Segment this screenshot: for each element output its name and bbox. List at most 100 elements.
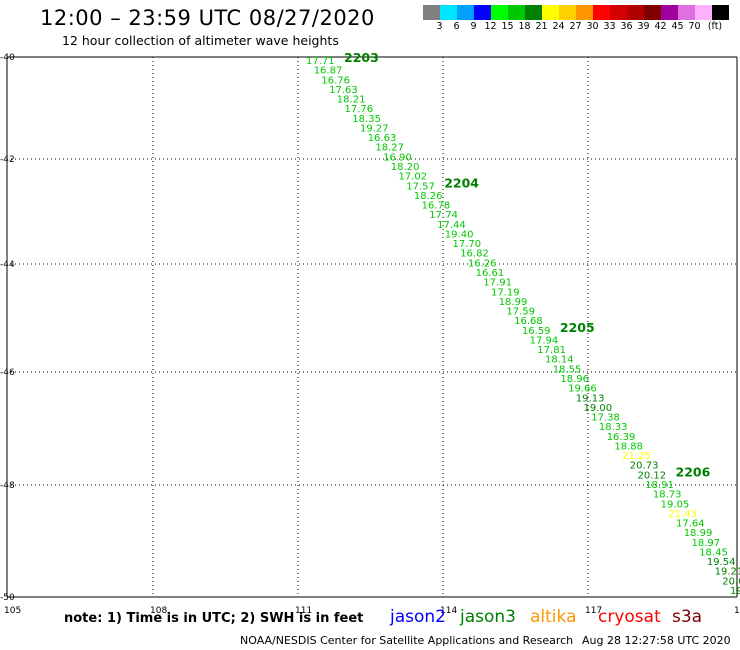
color-scale-label: 42 (654, 21, 667, 32)
wave-height-value: 18.99 (684, 528, 713, 539)
wave-height-value: 20.73 (630, 461, 659, 472)
color-swatch (661, 5, 678, 20)
satellite-legend-jason2: jason2 (390, 607, 446, 627)
wave-height-value: 18.96 (560, 374, 589, 385)
latitude-tick-label: -42 (0, 155, 15, 165)
longitude-tick-label: 111 (295, 606, 312, 616)
wave-height-value: 19.40 (445, 230, 474, 241)
color-scale-label: 45 (671, 21, 684, 32)
wave-height-value: 17.81 (537, 345, 566, 356)
observation-time-label: 2204 (444, 175, 479, 190)
color-swatch (712, 5, 729, 20)
wave-height-value: 16.39 (607, 432, 636, 443)
color-scale-label: 39 (637, 21, 650, 32)
wave-height-value: 18.99 (499, 297, 528, 308)
latitude-tick-label: -46 (0, 368, 15, 378)
wave-height-value: 20.12 (638, 470, 667, 481)
satellite-legend-altika: altika (530, 607, 577, 627)
color-swatch (440, 5, 457, 20)
wave-height-value: 17.91 (483, 278, 512, 289)
color-swatch (610, 5, 627, 20)
color-swatch (423, 5, 440, 20)
color-swatch (474, 5, 491, 20)
wave-height-value: 16.63 (368, 133, 397, 144)
color-swatch (457, 5, 474, 20)
wave-height-value: 18.91 (645, 480, 674, 491)
wave-height-value: 17.38 (591, 413, 620, 424)
color-scale-label: 6 (453, 21, 460, 32)
wave-height-value: 21.25 (622, 451, 651, 462)
color-scale-label: 3 (436, 21, 443, 32)
wave-height-value: 18.73 (653, 490, 682, 501)
wave-height-value: 16.26 (468, 258, 497, 269)
color-swatch (627, 5, 644, 20)
wave-height-value: 19.13 (576, 393, 605, 404)
latitude-tick-label: -48 (0, 481, 15, 491)
observation-time-label: 2203 (344, 50, 379, 65)
wave-height-value: 18.21 (337, 95, 366, 106)
wave-height-value: 18.20 (391, 162, 420, 173)
color-scale-label: 70 (688, 21, 701, 32)
color-swatch (559, 5, 576, 20)
wave-height-value: 17.59 (506, 307, 535, 318)
satellite-legend-cryosat: cryosat (598, 607, 661, 627)
wave-height-value: 17.02 (399, 172, 428, 183)
map-note: note: 1) Time is in UTC; 2) SWH is in fe… (64, 611, 364, 626)
wave-height-value: 17.76 (345, 104, 374, 115)
color-swatch (576, 5, 593, 20)
wave-height-value: 17.63 (329, 85, 358, 96)
wave-height-value: 17.19 (491, 287, 520, 298)
wave-height-value: 19.00 (584, 403, 613, 414)
color-swatch (508, 5, 525, 20)
observation-time-label: 2205 (560, 320, 595, 335)
color-scale-label: 15 (501, 21, 514, 32)
wave-height-value: 17.57 (406, 181, 435, 192)
lat-lon-grid (6, 56, 738, 598)
wave-height-value: 17.44 (437, 220, 466, 231)
wave-height-value: 18.45 (699, 548, 728, 559)
wave-height-value: 19.05 (661, 499, 690, 510)
map-subtitle: 12 hour collection of altimeter wave hei… (62, 33, 339, 48)
wave-height-value: 17.71 (306, 56, 335, 67)
footer-timestamp: Aug 28 12:27:58 UTC 2020 (582, 634, 731, 647)
wave-height-value: 19.21 (715, 567, 740, 578)
wave-height-value: 18.14 (545, 355, 574, 366)
longitude-tick-label: 120 (734, 606, 740, 616)
wave-height-value: 17.70 (453, 239, 482, 250)
wave-height-value: 18.88 (614, 442, 643, 453)
footer-organization: NOAA/NESDIS Center for Satellite Applica… (240, 634, 574, 647)
observation-time-label: 2206 (676, 464, 711, 479)
longitude-tick-label: 117 (585, 606, 602, 616)
color-scale-label: 21 (535, 21, 548, 32)
wave-height-value: 19.27 (360, 124, 389, 135)
wave-height-value: 17.64 (676, 519, 705, 530)
wave-height-value: 16.87 (314, 66, 343, 77)
color-scale-label: 33 (603, 21, 616, 32)
wave-height-value: 18.33 (599, 422, 628, 433)
wave-height-value: 16.90 (383, 152, 412, 163)
color-swatch (644, 5, 661, 20)
wave-height-value: 21.43 (668, 509, 697, 520)
color-swatch (678, 5, 695, 20)
longitude-tick-label: 105 (4, 606, 21, 616)
color-swatch (593, 5, 610, 20)
wave-height-value: 17.74 (429, 210, 458, 221)
wave-height-value: 19.66 (568, 384, 597, 395)
wave-height-value: 16.78 (422, 201, 451, 212)
color-scale-labels: 3 6 9 12 15 18 21 24 27 30 33 36 39 42 45 70 (ft) (423, 21, 729, 35)
color-scale-label: 30 (586, 21, 599, 32)
altimeter-track: 17.7116.8716.7617.6318.2117.7618.3519.27… (306, 50, 740, 597)
color-scale-label: 12 (484, 21, 497, 32)
latitude-tick-label: -40 (0, 53, 15, 63)
wave-height-value: 17.94 (530, 336, 559, 347)
wave-height-value: 20.0 (722, 576, 740, 587)
color-swatch (525, 5, 542, 20)
wave-height-value: 19.54 (707, 557, 736, 568)
wave-height-value: 16.68 (514, 316, 543, 327)
wave-height-value: 18.97 (692, 538, 721, 549)
latitude-tick-label: -50 (0, 593, 15, 603)
color-scale-label: 27 (569, 21, 582, 32)
color-scale-label: 9 (470, 21, 477, 32)
